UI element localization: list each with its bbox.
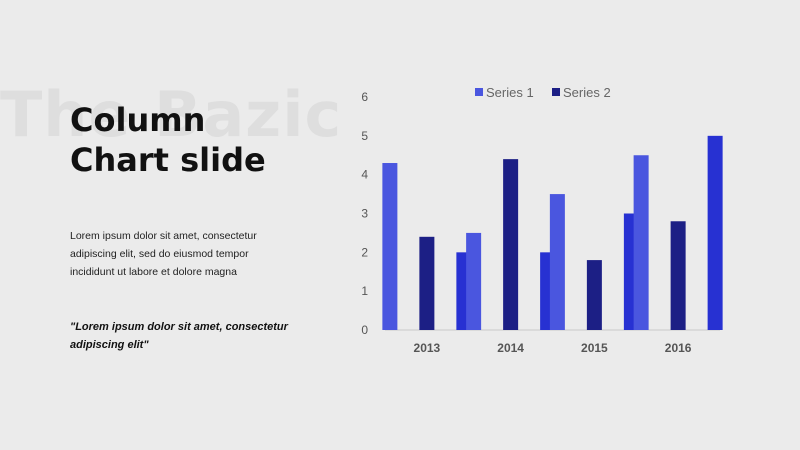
bar-series-1-2013 bbox=[382, 163, 398, 330]
legend-label-series-1: Series 1 bbox=[486, 85, 534, 100]
quote-text: "Lorem ipsum dolor sit amet, consectetur… bbox=[70, 321, 288, 351]
bar-series-1-2014 bbox=[466, 232, 482, 330]
y-tick-label: 0 bbox=[361, 323, 368, 337]
bar-series-1-2015 bbox=[549, 194, 565, 330]
x-category-label: 2013 bbox=[414, 341, 441, 355]
y-tick-label: 3 bbox=[361, 207, 368, 221]
title-line-1: Column bbox=[70, 101, 206, 139]
bar-series-2-2014 bbox=[503, 159, 519, 330]
bar-series-2-2015 bbox=[586, 260, 602, 330]
bar-series-2-2013 bbox=[419, 236, 435, 330]
bar-series-1-2016 bbox=[633, 155, 649, 330]
y-tick-label: 1 bbox=[361, 284, 368, 298]
legend-label-series-2: Series 2 bbox=[563, 85, 611, 100]
x-category-label: 2015 bbox=[581, 341, 608, 355]
watermark-text: The Bazic bbox=[0, 78, 343, 151]
y-tick-label: 4 bbox=[361, 168, 368, 182]
legend-swatch-series-2 bbox=[552, 88, 560, 96]
bar-series-2-2016 bbox=[670, 221, 686, 330]
title-line-2: Chart slide bbox=[70, 141, 266, 179]
x-category-label: 2014 bbox=[497, 341, 524, 355]
x-category-label: 2016 bbox=[665, 341, 692, 355]
slide-title: Column Chart slide bbox=[70, 100, 266, 180]
y-tick-label: 5 bbox=[361, 129, 368, 143]
y-tick-label: 6 bbox=[361, 90, 368, 104]
body-paragraph: Lorem ipsum dolor sit amet, consectetur … bbox=[70, 230, 257, 278]
legend-swatch-series-1 bbox=[475, 88, 483, 96]
y-tick-label: 2 bbox=[361, 245, 368, 259]
bar-series-3-2016 bbox=[707, 135, 723, 330]
